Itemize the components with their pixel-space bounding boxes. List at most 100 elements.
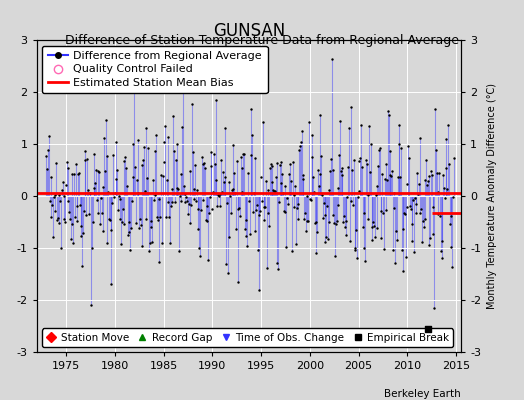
Point [50,194,58,200]
Point [314,166,322,173]
Point [123,183,131,189]
Point [204,257,212,263]
Point [364,216,373,222]
Point [192,198,200,204]
Point [139,157,147,163]
Point [328,56,336,62]
Point [274,266,282,272]
Point [380,245,388,252]
Point [366,168,374,175]
Point [182,194,191,200]
Point [325,187,334,194]
Point [97,195,105,202]
Point [131,164,139,170]
Point [416,135,424,142]
Point [77,232,85,239]
Point [203,217,212,224]
Point [407,238,416,244]
Point [208,206,216,212]
Point [261,203,269,210]
Point [121,154,129,160]
Point [202,217,210,223]
Point [425,242,433,248]
Point [224,270,232,276]
Point [422,157,430,163]
Point [180,183,188,190]
Point [262,178,270,184]
Point [394,174,402,181]
Point [175,248,183,254]
Point [195,245,203,251]
Point [235,204,243,211]
Point [137,222,145,228]
Point [427,168,435,174]
Point [367,140,375,147]
Point [249,190,258,196]
Point [356,155,365,162]
Point [423,182,431,188]
Point [148,239,156,245]
Point [398,246,406,253]
Point [311,220,319,226]
Point [395,141,403,148]
Point [358,224,367,230]
Point [431,106,439,113]
Point [377,235,386,242]
Point [75,170,83,177]
Point [295,147,303,154]
Point [57,245,66,252]
Point [423,178,432,184]
Point [336,168,345,174]
Point [146,218,155,224]
Point [342,218,350,224]
Point [190,196,199,202]
Point [281,209,290,215]
Point [63,198,72,204]
Point [449,194,457,200]
Legend: Station Move, Record Gap, Time of Obs. Change, Empirical Break: Station Move, Record Gap, Time of Obs. C… [42,328,453,347]
Point [369,219,377,225]
Point [118,206,127,212]
Point [171,199,179,206]
Point [335,152,343,158]
Point [311,250,320,256]
Point [184,200,193,207]
Point [386,148,395,154]
Point [178,124,187,131]
Point [398,268,407,274]
Point [395,122,403,128]
Point [291,182,299,189]
Point [367,237,376,243]
Point [329,167,337,173]
Point [45,132,53,139]
Point [330,220,339,226]
Point [413,170,421,176]
Point [49,234,57,240]
Point [119,220,128,227]
Point [364,192,372,198]
Point [442,164,451,171]
Point [128,198,136,204]
Point [172,141,181,148]
Point [181,199,190,206]
Point [317,153,325,160]
Y-axis label: Monthly Temperature Anomaly Difference (°C): Monthly Temperature Anomaly Difference (… [487,83,497,309]
Point [258,118,267,125]
Point [381,206,390,213]
Point [53,214,62,221]
Point [345,125,353,132]
Point [247,106,256,112]
Point [217,157,225,163]
Point [221,125,230,132]
Point [108,200,116,206]
Point [297,138,305,145]
Point [97,210,106,216]
Point [240,151,248,158]
Point [125,229,134,235]
Point [445,160,453,167]
Point [209,188,217,195]
Point [159,173,167,180]
Point [271,188,279,194]
Point [414,191,422,198]
Point [349,202,357,208]
